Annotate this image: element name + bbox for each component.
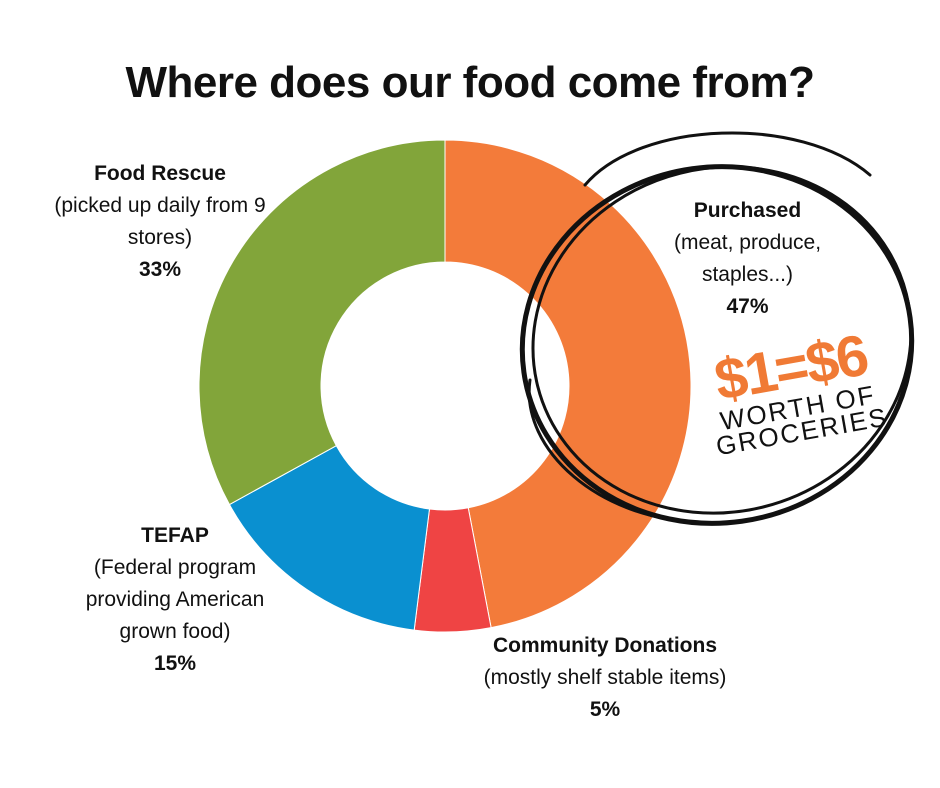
slice-name: TEFAP xyxy=(141,524,209,547)
label-purchased: Purchased (meat, produce, staples...) 47… xyxy=(630,195,865,323)
label-community-donations: Community Donations (mostly shelf stable… xyxy=(440,630,770,726)
slice-detail: (meat, produce, staples...) xyxy=(673,231,822,286)
slice-percent: 47% xyxy=(726,295,769,318)
chart-title: Where does our food come from? xyxy=(125,58,815,107)
hand-drawn-circle xyxy=(519,131,915,526)
slice-name: Purchased xyxy=(693,199,802,222)
slice-detail: (picked up daily from 9 stores) xyxy=(54,194,266,249)
label-food-rescue: Food Rescue (picked up daily from 9 stor… xyxy=(40,158,280,286)
slice-name: Community Donations xyxy=(493,634,717,657)
slice-percent: 5% xyxy=(589,698,621,721)
slice-name: Food Rescue xyxy=(94,162,226,185)
label-tefap: TEFAP (Federal program providing America… xyxy=(55,520,295,680)
slice-detail: (Federal program providing American grow… xyxy=(85,556,265,643)
slice-detail: (mostly shelf stable items) xyxy=(483,666,727,689)
slice-food-rescue xyxy=(198,139,446,506)
slice-percent: 33% xyxy=(138,258,182,281)
slice-percent: 15% xyxy=(153,652,197,675)
slice-tefap xyxy=(228,445,431,631)
